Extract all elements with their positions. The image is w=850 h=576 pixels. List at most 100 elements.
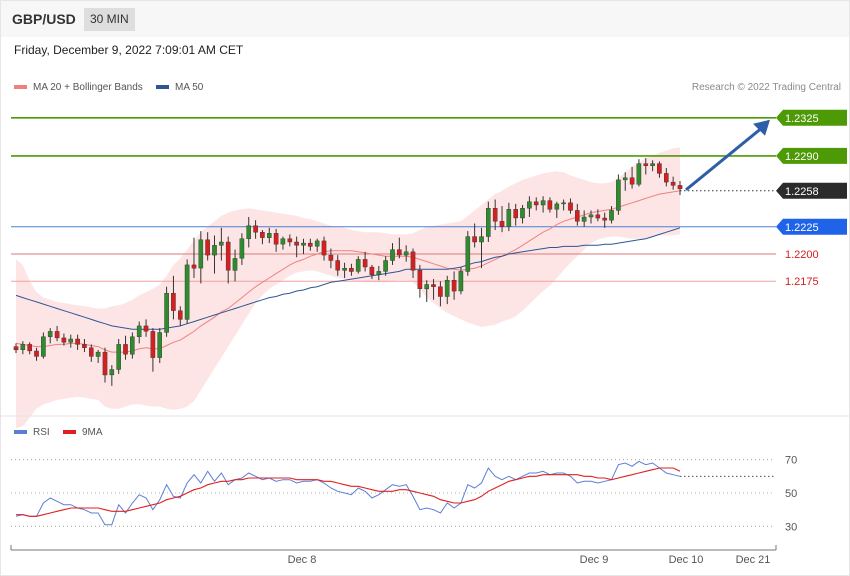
rsi-ma-line	[16, 467, 681, 517]
candle-body	[650, 163, 655, 167]
candle	[88, 344, 94, 362]
candle	[513, 203, 518, 226]
candle	[355, 256, 361, 274]
candle-body	[212, 245, 217, 256]
candle	[486, 201, 491, 243]
x-tick-label: Dec 10	[669, 554, 704, 566]
candle	[314, 238, 320, 252]
candle	[41, 332, 46, 359]
candle-body	[335, 260, 341, 271]
candle	[417, 264, 423, 298]
candle	[362, 251, 368, 272]
candle	[369, 264, 375, 280]
candle-body	[225, 241, 231, 271]
forecast-arrow-layer	[685, 119, 770, 191]
candle	[424, 280, 430, 302]
candle	[643, 158, 649, 175]
candle	[27, 342, 33, 355]
candle-body	[150, 331, 156, 358]
candle-body	[205, 239, 210, 256]
price-tag-label: 1.2258	[785, 186, 819, 198]
candle	[540, 196, 546, 213]
candle-body	[609, 210, 614, 221]
candle-body	[664, 173, 669, 183]
candle	[657, 161, 662, 178]
candle-body	[540, 200, 546, 206]
candle	[123, 335, 128, 360]
x-axis: Dec 8 Dec 9 Dec 10 Dec 21	[10, 545, 777, 566]
legend-rsi-ma: 9MA	[63, 427, 103, 438]
candle	[335, 255, 341, 276]
price-level-label: 1.2175	[785, 276, 819, 288]
candle-body	[390, 249, 395, 261]
candle-body	[369, 266, 375, 275]
candle	[143, 319, 149, 337]
candle	[561, 199, 566, 211]
candle-body	[581, 216, 587, 222]
candle	[13, 343, 19, 354]
candle-body	[479, 236, 484, 243]
candle-body	[486, 207, 491, 237]
x-tick-label: Dec 21	[736, 554, 771, 566]
instrument-title: GBP/USD	[12, 11, 76, 27]
candle-body	[342, 268, 347, 271]
candle	[595, 209, 601, 222]
candle	[581, 210, 587, 227]
candle	[280, 236, 286, 250]
candle	[506, 202, 512, 232]
candle-body	[34, 350, 39, 357]
candle-body	[61, 337, 67, 343]
candle	[588, 210, 594, 224]
candle-body	[629, 177, 635, 185]
timeframe-button[interactable]: 30 MIN	[84, 8, 135, 31]
candle	[75, 334, 80, 350]
candle	[34, 347, 39, 361]
candle-body	[280, 238, 286, 245]
candle-body	[513, 209, 518, 219]
candle	[308, 238, 313, 251]
candle	[410, 248, 416, 278]
candle	[232, 249, 238, 282]
candle-body	[575, 210, 580, 222]
candle	[287, 234, 293, 247]
candle-body	[116, 344, 121, 370]
candle	[54, 325, 60, 342]
candle	[321, 236, 327, 261]
candle-body	[602, 217, 607, 221]
price-tag-label: 1.2290	[785, 151, 819, 163]
x-tick-label: Dec 8	[288, 554, 317, 566]
bollinger-band-layer	[16, 147, 680, 429]
candle-body	[75, 338, 80, 345]
legend-ma20: MA 20 + Bollinger Bands	[14, 82, 143, 93]
candle-body	[27, 344, 33, 352]
candle-body	[41, 336, 46, 357]
candle	[225, 236, 231, 284]
chart-header: GBP/USD 30 MIN	[1, 1, 849, 37]
candle-body	[376, 271, 382, 275]
candle-body	[218, 241, 224, 246]
candle	[438, 281, 443, 307]
candle	[520, 204, 525, 224]
candle	[492, 199, 498, 231]
candle-body	[47, 331, 53, 337]
candle	[68, 334, 73, 348]
candle	[403, 245, 409, 262]
candle	[465, 231, 471, 276]
candle-body	[88, 347, 94, 357]
candle	[246, 216, 252, 248]
candle	[184, 259, 190, 324]
candle-body	[68, 338, 73, 343]
rsi-level-label: 30	[785, 521, 797, 533]
candle	[136, 321, 142, 344]
candle-body	[506, 209, 512, 227]
candle	[191, 237, 197, 278]
candle-body	[636, 163, 642, 185]
candle-body	[568, 202, 573, 211]
candle-body	[465, 236, 471, 272]
rsi-swatch	[14, 430, 27, 435]
ma50-swatch	[156, 85, 169, 90]
candle-body	[410, 251, 416, 271]
candle-body	[622, 177, 628, 181]
